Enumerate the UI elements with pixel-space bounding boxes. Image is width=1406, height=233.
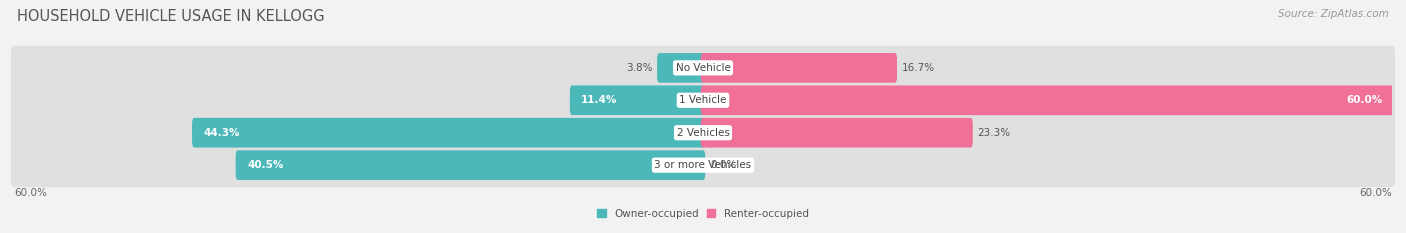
Text: 2 Vehicles: 2 Vehicles bbox=[676, 128, 730, 138]
Legend: Owner-occupied, Renter-occupied: Owner-occupied, Renter-occupied bbox=[598, 209, 808, 219]
Text: 23.3%: 23.3% bbox=[977, 128, 1011, 138]
Text: 60.0%: 60.0% bbox=[14, 188, 46, 199]
Text: No Vehicle: No Vehicle bbox=[675, 63, 731, 73]
Text: 3.8%: 3.8% bbox=[626, 63, 652, 73]
Text: 40.5%: 40.5% bbox=[247, 160, 284, 170]
FancyBboxPatch shape bbox=[700, 118, 973, 147]
FancyBboxPatch shape bbox=[700, 53, 897, 83]
FancyBboxPatch shape bbox=[11, 143, 1395, 187]
Text: 3 or more Vehicles: 3 or more Vehicles bbox=[654, 160, 752, 170]
Text: 0.0%: 0.0% bbox=[710, 160, 737, 170]
Text: 1 Vehicle: 1 Vehicle bbox=[679, 95, 727, 105]
FancyBboxPatch shape bbox=[11, 46, 1395, 90]
Text: 44.3%: 44.3% bbox=[204, 128, 240, 138]
Text: HOUSEHOLD VEHICLE USAGE IN KELLOGG: HOUSEHOLD VEHICLE USAGE IN KELLOGG bbox=[17, 9, 325, 24]
Text: Source: ZipAtlas.com: Source: ZipAtlas.com bbox=[1278, 9, 1389, 19]
FancyBboxPatch shape bbox=[700, 86, 1395, 115]
FancyBboxPatch shape bbox=[193, 118, 706, 147]
Text: 60.0%: 60.0% bbox=[1347, 95, 1382, 105]
Text: 60.0%: 60.0% bbox=[1360, 188, 1392, 199]
Text: 11.4%: 11.4% bbox=[581, 95, 617, 105]
Text: 16.7%: 16.7% bbox=[901, 63, 935, 73]
FancyBboxPatch shape bbox=[11, 78, 1395, 122]
FancyBboxPatch shape bbox=[11, 111, 1395, 155]
FancyBboxPatch shape bbox=[236, 150, 706, 180]
FancyBboxPatch shape bbox=[657, 53, 706, 83]
FancyBboxPatch shape bbox=[569, 86, 706, 115]
